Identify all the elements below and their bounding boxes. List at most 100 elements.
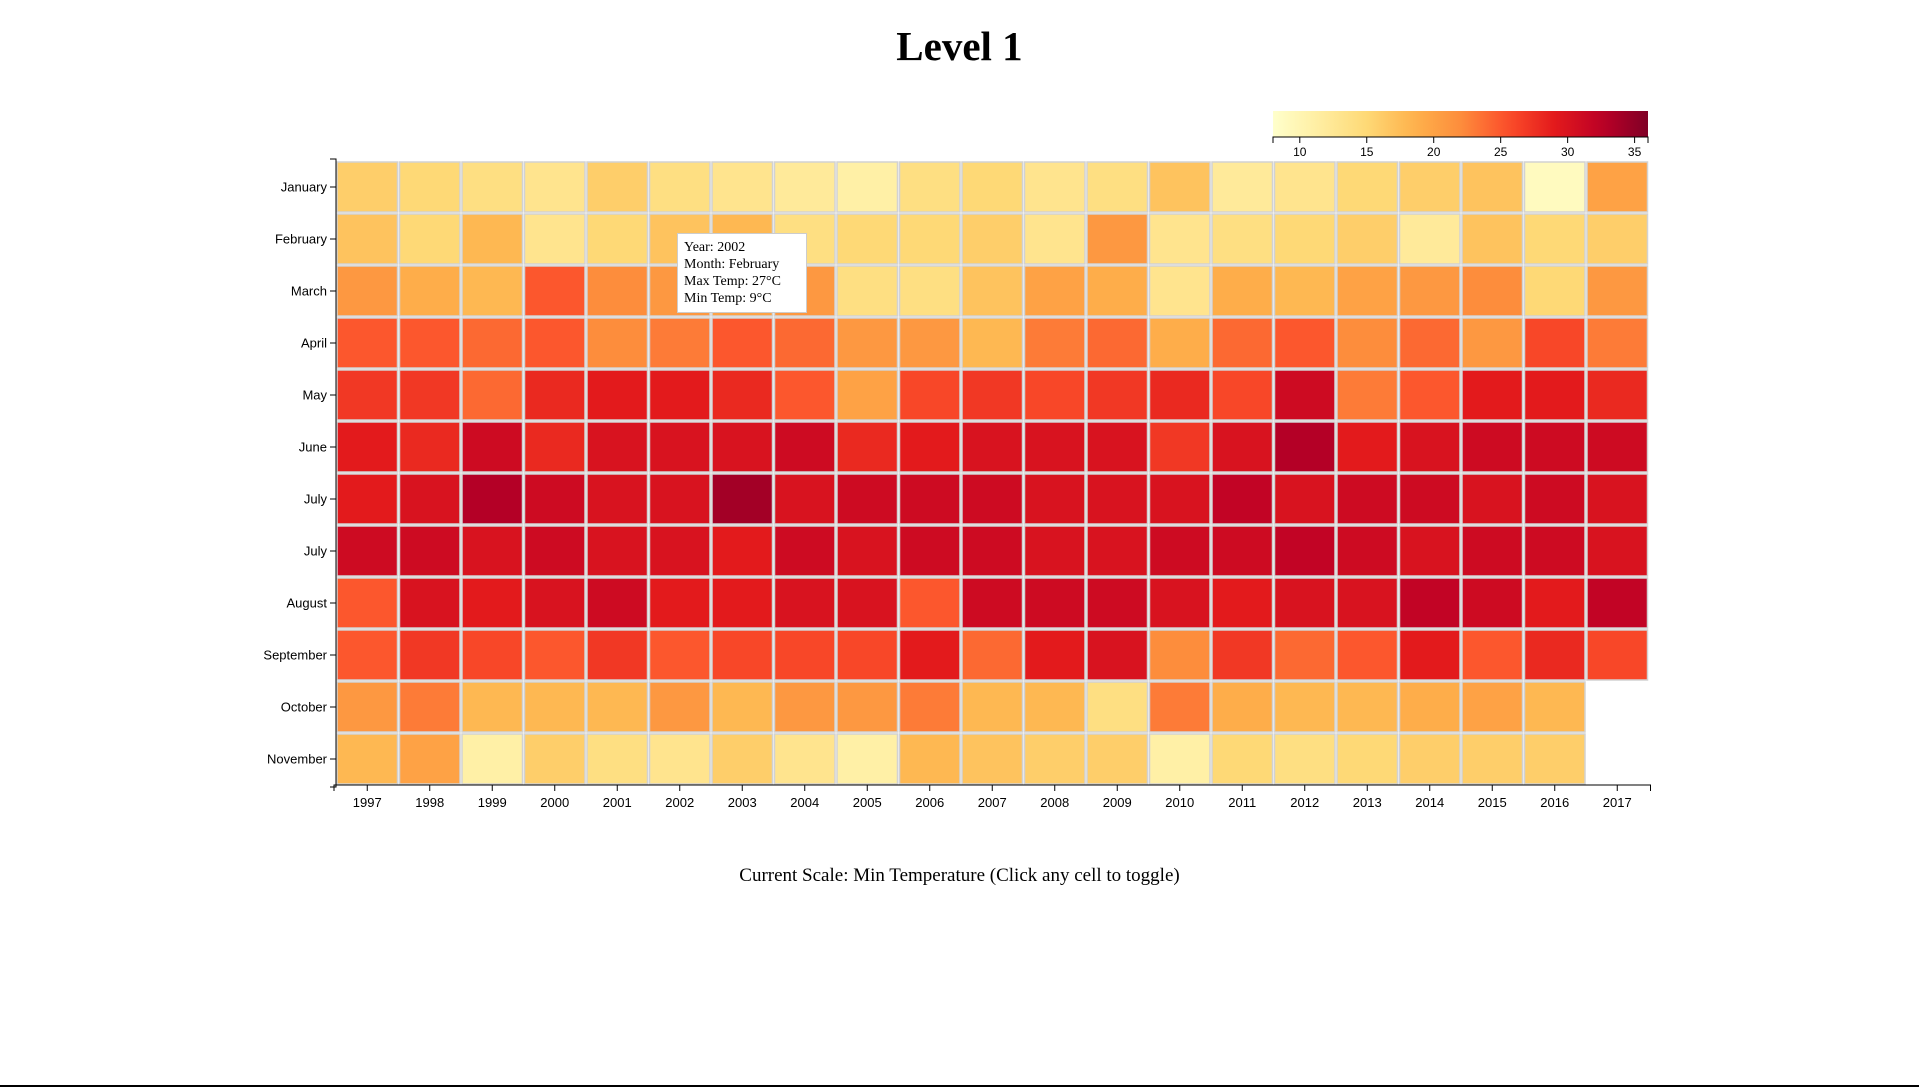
heatmap-cell[interactable] [586,577,649,629]
heatmap-cell[interactable] [1086,525,1149,577]
heatmap-cell[interactable] [1586,629,1649,681]
heatmap-cell[interactable] [898,733,961,785]
heatmap-cell[interactable] [961,473,1024,525]
heatmap-cell[interactable] [961,161,1024,213]
heatmap-cell[interactable] [711,629,774,681]
heatmap-cell[interactable] [1023,161,1086,213]
heatmap-cell[interactable] [461,629,524,681]
heatmap-cell[interactable] [398,161,461,213]
heatmap-cell[interactable] [961,421,1024,473]
heatmap-cell[interactable] [336,473,399,525]
heatmap-cell[interactable] [648,473,711,525]
heatmap-cell[interactable] [461,733,524,785]
heatmap-cell[interactable] [773,317,836,369]
heatmap-cell[interactable] [1461,577,1524,629]
heatmap-cell[interactable] [1211,525,1274,577]
heatmap-cell[interactable] [1148,265,1211,317]
heatmap-cell[interactable] [1523,525,1586,577]
heatmap-cell[interactable] [1523,317,1586,369]
heatmap-cell[interactable] [461,213,524,265]
heatmap-cell[interactable] [398,265,461,317]
heatmap-cell[interactable] [1523,421,1586,473]
heatmap-cell[interactable] [1086,473,1149,525]
heatmap-cell[interactable] [1023,525,1086,577]
heatmap-cell[interactable] [1398,161,1461,213]
heatmap-cell[interactable] [836,265,899,317]
heatmap-cell[interactable] [648,369,711,421]
heatmap-cell[interactable] [336,577,399,629]
heatmap-cell[interactable] [523,525,586,577]
heatmap-cell[interactable] [336,213,399,265]
heatmap-cell[interactable] [1211,629,1274,681]
heatmap-cell[interactable] [586,733,649,785]
heatmap-cell[interactable] [898,213,961,265]
heatmap-cell[interactable] [1461,265,1524,317]
heatmap-cell[interactable] [836,525,899,577]
heatmap-cell[interactable] [711,421,774,473]
heatmap-cell[interactable] [1023,317,1086,369]
heatmap-cell[interactable] [1273,161,1336,213]
heatmap-cell[interactable] [523,421,586,473]
heatmap-cell[interactable] [1086,213,1149,265]
heatmap-cell[interactable] [523,629,586,681]
heatmap-cell[interactable] [961,577,1024,629]
heatmap-cell[interactable] [336,317,399,369]
heatmap-cell[interactable] [1273,369,1336,421]
heatmap-cell[interactable] [1523,161,1586,213]
heatmap-cell[interactable] [898,369,961,421]
heatmap-cell[interactable] [1211,213,1274,265]
heatmap-cell[interactable] [1336,473,1399,525]
heatmap-cell[interactable] [898,525,961,577]
heatmap-cell[interactable] [398,473,461,525]
heatmap-cell[interactable] [1586,161,1649,213]
heatmap-cell[interactable] [1586,369,1649,421]
heatmap-cell[interactable] [1211,265,1274,317]
heatmap-cell[interactable] [1523,265,1586,317]
heatmap-cell[interactable] [836,317,899,369]
heatmap-cell[interactable] [898,161,961,213]
heatmap-cell[interactable] [1211,161,1274,213]
heatmap-cell[interactable] [586,473,649,525]
heatmap-cell[interactable] [961,733,1024,785]
heatmap-cell[interactable] [1023,213,1086,265]
heatmap-cell[interactable] [523,161,586,213]
heatmap-cell[interactable] [898,577,961,629]
heatmap-cell[interactable] [648,733,711,785]
heatmap-cell[interactable] [1273,317,1336,369]
heatmap-cell[interactable] [461,369,524,421]
heatmap-cell[interactable] [1148,421,1211,473]
heatmap-cell[interactable] [336,265,399,317]
heatmap-cell[interactable] [398,525,461,577]
heatmap-cell[interactable] [336,161,399,213]
heatmap-cell[interactable] [1023,629,1086,681]
heatmap-cell[interactable] [461,317,524,369]
heatmap-cell[interactable] [898,317,961,369]
heatmap-cell[interactable] [1586,421,1649,473]
heatmap-cell[interactable] [523,265,586,317]
heatmap-cell[interactable] [1461,525,1524,577]
heatmap-cell[interactable] [711,733,774,785]
heatmap-cell[interactable] [398,733,461,785]
heatmap-cell[interactable] [1148,577,1211,629]
heatmap-cell[interactable] [1586,525,1649,577]
heatmap-cell[interactable] [336,629,399,681]
heatmap-cell[interactable] [1086,733,1149,785]
heatmap-cell[interactable] [1148,733,1211,785]
heatmap-cell[interactable] [1461,681,1524,733]
heatmap-cell[interactable] [1148,473,1211,525]
heatmap-cell[interactable] [523,369,586,421]
heatmap-cell[interactable] [1586,577,1649,629]
heatmap-cell[interactable] [836,733,899,785]
heatmap-cell[interactable] [1336,525,1399,577]
heatmap-cell[interactable] [586,629,649,681]
heatmap-cell[interactable] [773,681,836,733]
heatmap-cell[interactable] [711,681,774,733]
heatmap-cell[interactable] [1336,577,1399,629]
heatmap-cell[interactable] [836,421,899,473]
heatmap-cell[interactable] [1211,369,1274,421]
heatmap-cell[interactable] [1273,265,1336,317]
heatmap-cell[interactable] [1586,473,1649,525]
heatmap-cell[interactable] [461,681,524,733]
heatmap-cell[interactable] [336,369,399,421]
heatmap-cell[interactable] [898,681,961,733]
